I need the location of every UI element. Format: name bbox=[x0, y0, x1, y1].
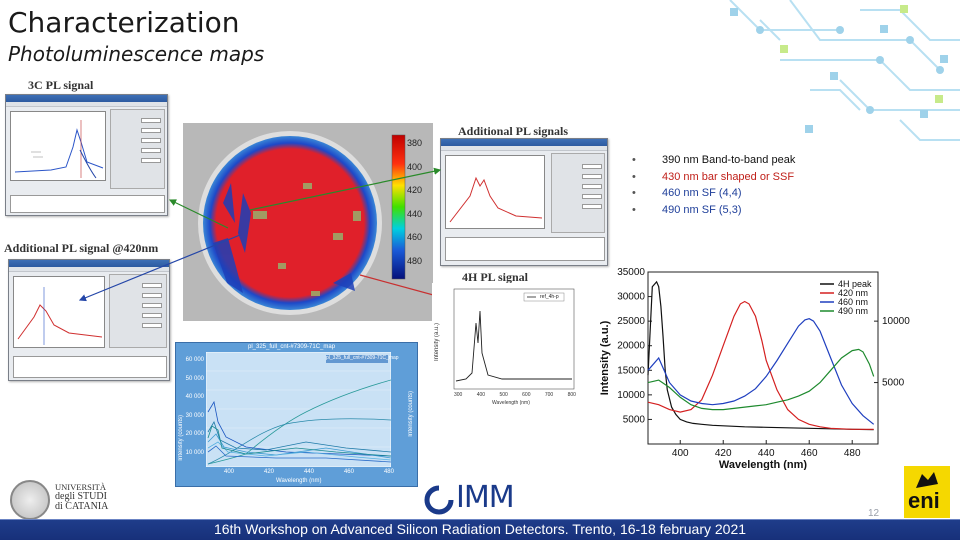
imm-logo-text: IMM bbox=[456, 480, 515, 515]
x-tick: 400 bbox=[224, 469, 235, 475]
colorbar-tick-labels: 380 400 420 440 460 480 bbox=[407, 132, 422, 273]
series-line-4h-peak bbox=[647, 280, 874, 431]
peak-item: • 390 nm Band-to-band peak bbox=[632, 154, 796, 166]
pl4h-x-ticks: 300 400 500 600 700 800 bbox=[454, 392, 576, 398]
y-tick-label: 5000 bbox=[623, 414, 646, 425]
legend-entry: 490 nm bbox=[838, 306, 868, 316]
series-line-460-nm bbox=[647, 318, 875, 425]
spectra-legend: pl_325_full_cnt-#7309-71C_map bbox=[326, 355, 399, 361]
peak-item: • 460 nm SF (4,4) bbox=[632, 187, 742, 199]
mini-spectrum-420 bbox=[17, 287, 103, 345]
series-line-420-nm bbox=[647, 300, 874, 430]
peak-item-text: 490 nm SF (5,3) bbox=[662, 203, 742, 216]
y-tick: 20 000 bbox=[185, 431, 204, 437]
y-tick: 30 000 bbox=[185, 412, 204, 419]
software-window-420 bbox=[8, 259, 170, 381]
colorbar-tick: 400 bbox=[407, 161, 423, 172]
x-axis-label: Wavelength (nm) bbox=[719, 459, 808, 470]
legend-entry: 460 nm bbox=[838, 297, 868, 307]
y-axis-label: Intensity (a.u.) bbox=[599, 320, 611, 395]
peak-item: • 430 nm bar shaped or SSF bbox=[632, 170, 795, 183]
label-4h-pl-signal: 4H PL signal bbox=[462, 270, 529, 284]
y-tick-label: 10000 bbox=[617, 390, 645, 401]
footer-bar bbox=[0, 519, 960, 540]
colorbar-tick: 440 bbox=[407, 208, 423, 219]
peak-item: • 490 nm SF (5,3) bbox=[632, 203, 742, 216]
x-tick: 460 bbox=[343, 469, 354, 475]
y-tick: 60 000 bbox=[185, 357, 204, 363]
x-tick-label: 440 bbox=[758, 448, 775, 459]
mini-spectrum-additional bbox=[449, 176, 543, 223]
x-tick: 440 bbox=[303, 469, 314, 475]
x-tick: 480 bbox=[383, 469, 394, 475]
label-additional-pl-signals: Additional PL signals bbox=[458, 124, 569, 138]
page-subtitle: Photoluminescence maps bbox=[8, 42, 265, 66]
peak-list: • 390 nm Band-to-band peak • 430 nm bar sh… bbox=[632, 152, 832, 218]
legend-entry: 420 nm bbox=[838, 288, 868, 298]
pl4h-chart: ref_4h-p Intensity (a.u.) 300 400 500 600 7… bbox=[432, 283, 580, 411]
series-line-490-nm bbox=[647, 348, 875, 411]
label-additional-pl-420: Additional PL signal @420nm bbox=[4, 241, 159, 255]
y2-tick-label: 5000 bbox=[882, 378, 905, 389]
page-number: 12 bbox=[868, 508, 880, 519]
university-seal-icon bbox=[10, 480, 50, 520]
spectra-window: pl_325_full_cnt-#7309-71C_map pl_325_ful… bbox=[175, 342, 418, 487]
label-3c-pl-signal: 3C PL signal bbox=[28, 78, 94, 92]
imm-logo-icon bbox=[424, 485, 454, 515]
y-tick-label: 35000 bbox=[617, 268, 645, 278]
peak-item-text: 460 nm SF (4,4) bbox=[662, 187, 742, 199]
colorbar-tick: 380 bbox=[407, 138, 423, 148]
y-tick-label: 20000 bbox=[617, 341, 645, 352]
wafer-map bbox=[198, 131, 406, 315]
x-tick-label: 420 bbox=[715, 448, 732, 459]
pl4h-ylabel: Intensity (a.u.) bbox=[434, 323, 440, 362]
y-tick: 10 000 bbox=[185, 449, 204, 456]
spectra-y-ticks: 60 000 50 000 40 000 30 000 20 000 10 00… bbox=[182, 351, 204, 462]
y-tick-label: 15000 bbox=[617, 365, 645, 376]
y2-tick-label: 10000 bbox=[882, 316, 910, 327]
colorbar-tick: 480 bbox=[407, 255, 423, 266]
x-tick-label: 460 bbox=[801, 448, 818, 459]
x-tick-label: 480 bbox=[844, 448, 861, 459]
spectra-ylabel-right: Intensity (counts) bbox=[408, 391, 414, 437]
spectra-title: pl_325_full_cnt-#7309-71C_map bbox=[248, 344, 336, 350]
y-tick-label: 30000 bbox=[617, 292, 645, 303]
footer-text: 16th Workshop on Advanced Silicon Radiat… bbox=[213, 521, 747, 537]
spectra-plot bbox=[206, 352, 391, 467]
spectra-xlabel: Wavelength (nm) bbox=[276, 478, 322, 484]
page-title: Characterization bbox=[8, 6, 240, 39]
university-name: UNIVERSITÀ degli STUDI di CATANIA bbox=[55, 482, 109, 512]
legend-entry: 4H peak bbox=[838, 279, 872, 289]
software-window-3c bbox=[5, 94, 168, 216]
software-window-additional bbox=[440, 138, 608, 266]
y-tick: 50 000 bbox=[185, 375, 204, 382]
spectra-x-ticks: 400 420 440 460 480 bbox=[224, 469, 394, 475]
pl4h-legend: ref_4h-p bbox=[540, 294, 559, 300]
peak-item-text: 390 nm Band-to-band peak bbox=[662, 154, 796, 166]
pl4h-xlabel: Wavelength (nm) bbox=[492, 400, 530, 406]
plot-area bbox=[647, 271, 879, 445]
colorbar-tick: 460 bbox=[407, 232, 423, 242]
peak-item-text: 430 nm bar shaped or SSF bbox=[662, 170, 795, 183]
circuit-decoration bbox=[729, 0, 960, 141]
main-pl-chart: 5000 10000 15000 20000 25000 30000 35000 5000 10… bbox=[599, 268, 910, 470]
pl4h-plot bbox=[453, 288, 575, 390]
wafer-map-frame bbox=[183, 123, 433, 321]
x-tick: 420 bbox=[263, 469, 274, 475]
mini-spectrum-3c bbox=[14, 120, 104, 178]
colorbar-tick: 420 bbox=[407, 185, 423, 195]
y-tick: 40 000 bbox=[185, 394, 204, 400]
y-tick-label: 25000 bbox=[617, 316, 645, 327]
eni-logo: eni bbox=[904, 466, 950, 518]
x-tick-label: 400 bbox=[672, 448, 689, 459]
